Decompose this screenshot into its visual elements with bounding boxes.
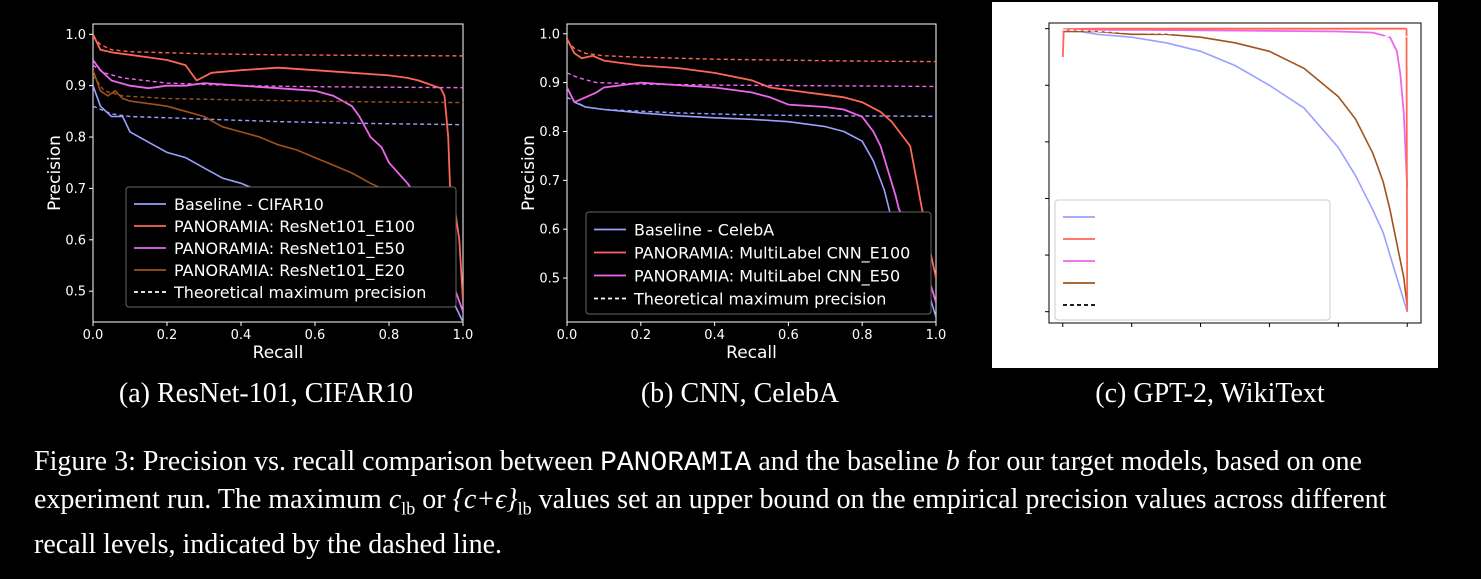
- panel-caption-b: (b) CNN, CelebA: [640, 378, 840, 409]
- panel-caption-c: (c) GPT-2, WikiText: [1095, 378, 1325, 409]
- panel-c-legend-label-3: PANORAMIA GPT-2_E37: [1103, 276, 1265, 292]
- panel-a-legend-box: [125, 186, 457, 308]
- panel-a-xtick-label-2: 0.4: [231, 328, 252, 343]
- caption-c-symbol: c: [388, 484, 402, 515]
- panel-b-xtick-label-3: 0.6: [778, 328, 799, 343]
- panel-a-xtick-label-0: 0.0: [83, 328, 104, 343]
- panel-a-x-axis-label: Recall: [253, 343, 304, 363]
- panel-c-ytick-label-0: 0.5: [1021, 305, 1042, 320]
- panel-b-ytick-label-4: 0.9: [539, 76, 560, 91]
- panel-c-series-0: [1062, 30, 1408, 312]
- panel-a-series-1: [93, 105, 463, 126]
- caption-prefix: Figure 3: Precision vs. recall compariso…: [34, 446, 601, 477]
- panel-c-ytick-label-4: 0.9: [1021, 79, 1042, 94]
- panel-c-xtick-label-4: 0.8: [1328, 329, 1349, 344]
- panel-b-series-5: [567, 72, 936, 88]
- caption-baseline-symbol: b: [945, 446, 960, 477]
- panel-a-legend-label-4: Theoretical maximum precision: [173, 283, 426, 302]
- panel-c-legend-label-0: Baseline: [1103, 210, 1162, 226]
- panel-c-series-1: [1062, 30, 1408, 307]
- caption-lb-sub2: lb: [517, 498, 532, 519]
- panel-a-series-2: [93, 33, 463, 302]
- panel-a-xtick-label-3: 0.6: [305, 328, 326, 343]
- panel-c-x-axis-label: Recall: [1210, 344, 1261, 364]
- panel-a-xtick-label-5: 1.0: [453, 328, 474, 343]
- panel-c-ytick-label-2: 0.7: [1021, 192, 1042, 207]
- panel-a-series-3: [93, 36, 463, 57]
- panel-c-xtick-label-1: 0.2: [1121, 329, 1142, 344]
- panel-a-ytick-label-1: 0.6: [65, 233, 86, 248]
- panel-b-xtick-label-0: 0.0: [557, 328, 578, 343]
- panel-c-legend-label-1: PANORAMIA GPT-2_E150: [1103, 232, 1274, 248]
- panel-b-xtick-label-2: 0.4: [704, 328, 725, 343]
- panel-c-series-4: [1062, 29, 1408, 38]
- panel-c-y-axis-label: Precision: [1001, 135, 1021, 211]
- panel-a-y-axis-label: Precision: [45, 135, 65, 211]
- panel-a-xtick-label-4: 0.8: [379, 328, 400, 343]
- panel-a-ytick-label-4: 0.9: [65, 79, 86, 94]
- caption-mid3: or: [415, 484, 453, 515]
- caption-expression: {c+ϵ}: [452, 484, 518, 515]
- panel-b-xtick-label-1: 0.2: [630, 328, 651, 343]
- panel-b-ytick-label-1: 0.6: [539, 223, 560, 238]
- panel-a-series-7: [93, 74, 463, 104]
- panel-caption-a: (a) ResNet-101, CIFAR10: [118, 378, 414, 409]
- caption-lb-sub1: lb: [401, 498, 416, 519]
- chart-gpt2-wikitext: 0.0 0.2 0.4 0.6 0.8 1.0 0.5 0.6 0.7 0.8 0.9 1.0 Reca…: [992, 2, 1438, 368]
- panel-a-ytick-label-3: 0.8: [65, 131, 86, 146]
- panel-c-legend-box: [1054, 199, 1331, 321]
- panel-b-ytick-label-0: 0.5: [539, 272, 560, 287]
- panel-c-xtick-label-5: 1.0: [1397, 329, 1418, 344]
- caption-method-name: PANORAMIA: [600, 448, 752, 479]
- panel-c-ytick-label-5: 1.0: [1021, 22, 1042, 37]
- panel-b-legend-label-3: Theoretical maximum precision: [633, 289, 886, 308]
- panel-a-legend-label-3: PANORAMIA: ResNet101_E20: [174, 261, 405, 281]
- panel-b-series-1: [567, 96, 936, 117]
- panel-a-legend-label-2: PANORAMIA: ResNet101_E50: [174, 239, 405, 259]
- panel-c-series-2: [1062, 28, 1409, 188]
- panel-b-series-2: [567, 38, 936, 279]
- panel-a-series-6: [93, 69, 390, 195]
- panel-c-legend-label-2: PANORAMIA GPT-2_E75: [1103, 254, 1265, 270]
- panel-b-legend-label-2: PANORAMIA: MultiLabel CNN_E50: [634, 266, 900, 286]
- panel-b-series-3: [567, 40, 936, 63]
- panel-b-ytick-label-3: 0.8: [539, 125, 560, 140]
- panel-b-y-axis-label: Precision: [519, 135, 539, 211]
- chart-resnet-cifar10: 0.0 0.2 0.4 0.6 0.8 1.0 0.5 0.6 0.7 0.8 0.9 1.0 Reca…: [45, 23, 474, 363]
- panel-c-ytick-label-3: 0.8: [1021, 135, 1042, 150]
- panel-a-ytick-label-2: 0.7: [65, 182, 86, 197]
- panel-a-ytick-label-0: 0.5: [65, 285, 86, 300]
- chart-cnn-celeba: 0.0 0.2 0.4 0.6 0.8 1.0 0.5 0.6 0.7 0.8 0.9 1.0 Reca…: [519, 23, 947, 363]
- caption-mid2: for our target models, based on one expe…: [34, 446, 1362, 515]
- panel-b-ytick-label-5: 1.0: [539, 27, 560, 42]
- panel-a-legend-label-1: PANORAMIA: ResNet101_E100: [174, 217, 415, 237]
- panel-b-ytick-label-2: 0.7: [539, 174, 560, 189]
- panel-a-series-5: [93, 64, 463, 89]
- panel-c-ytick-label-1: 0.6: [1021, 249, 1042, 264]
- panel-b-xtick-label-4: 0.8: [852, 328, 873, 343]
- panel-b-legend-label-0: Baseline - CelebA: [634, 220, 774, 239]
- panel-c-xtick-label-2: 0.4: [1190, 329, 1211, 344]
- panel-c-xtick-label-0: 0.0: [1052, 329, 1073, 344]
- panel-b-x-axis-label: Recall: [726, 343, 777, 363]
- panel-b-xtick-label-5: 1.0: [926, 328, 947, 343]
- caption-mid1: and the baseline: [751, 446, 946, 477]
- figure-caption: Figure 3: Precision vs. recall compariso…: [34, 444, 1454, 563]
- panel-c-xtick-label-3: 0.6: [1259, 329, 1280, 344]
- panel-b-legend-label-1: PANORAMIA: MultiLabel CNN_E100: [634, 243, 910, 263]
- panel-c-series-3: [1061, 27, 1409, 312]
- panel-c-legend-label-4: Theoretical maximum precision: [1102, 298, 1324, 314]
- panel-b-legend-box: [585, 211, 932, 315]
- panel-a-xtick-label-1: 0.2: [157, 328, 178, 343]
- panel-c-series-group: [1061, 27, 1409, 312]
- panel-a-legend-label-0: Baseline - CIFAR10: [174, 195, 324, 214]
- caption-suffix: values set an upper bound on the empiric…: [34, 484, 1387, 560]
- panel-a-ytick-label-5: 1.0: [65, 28, 86, 43]
